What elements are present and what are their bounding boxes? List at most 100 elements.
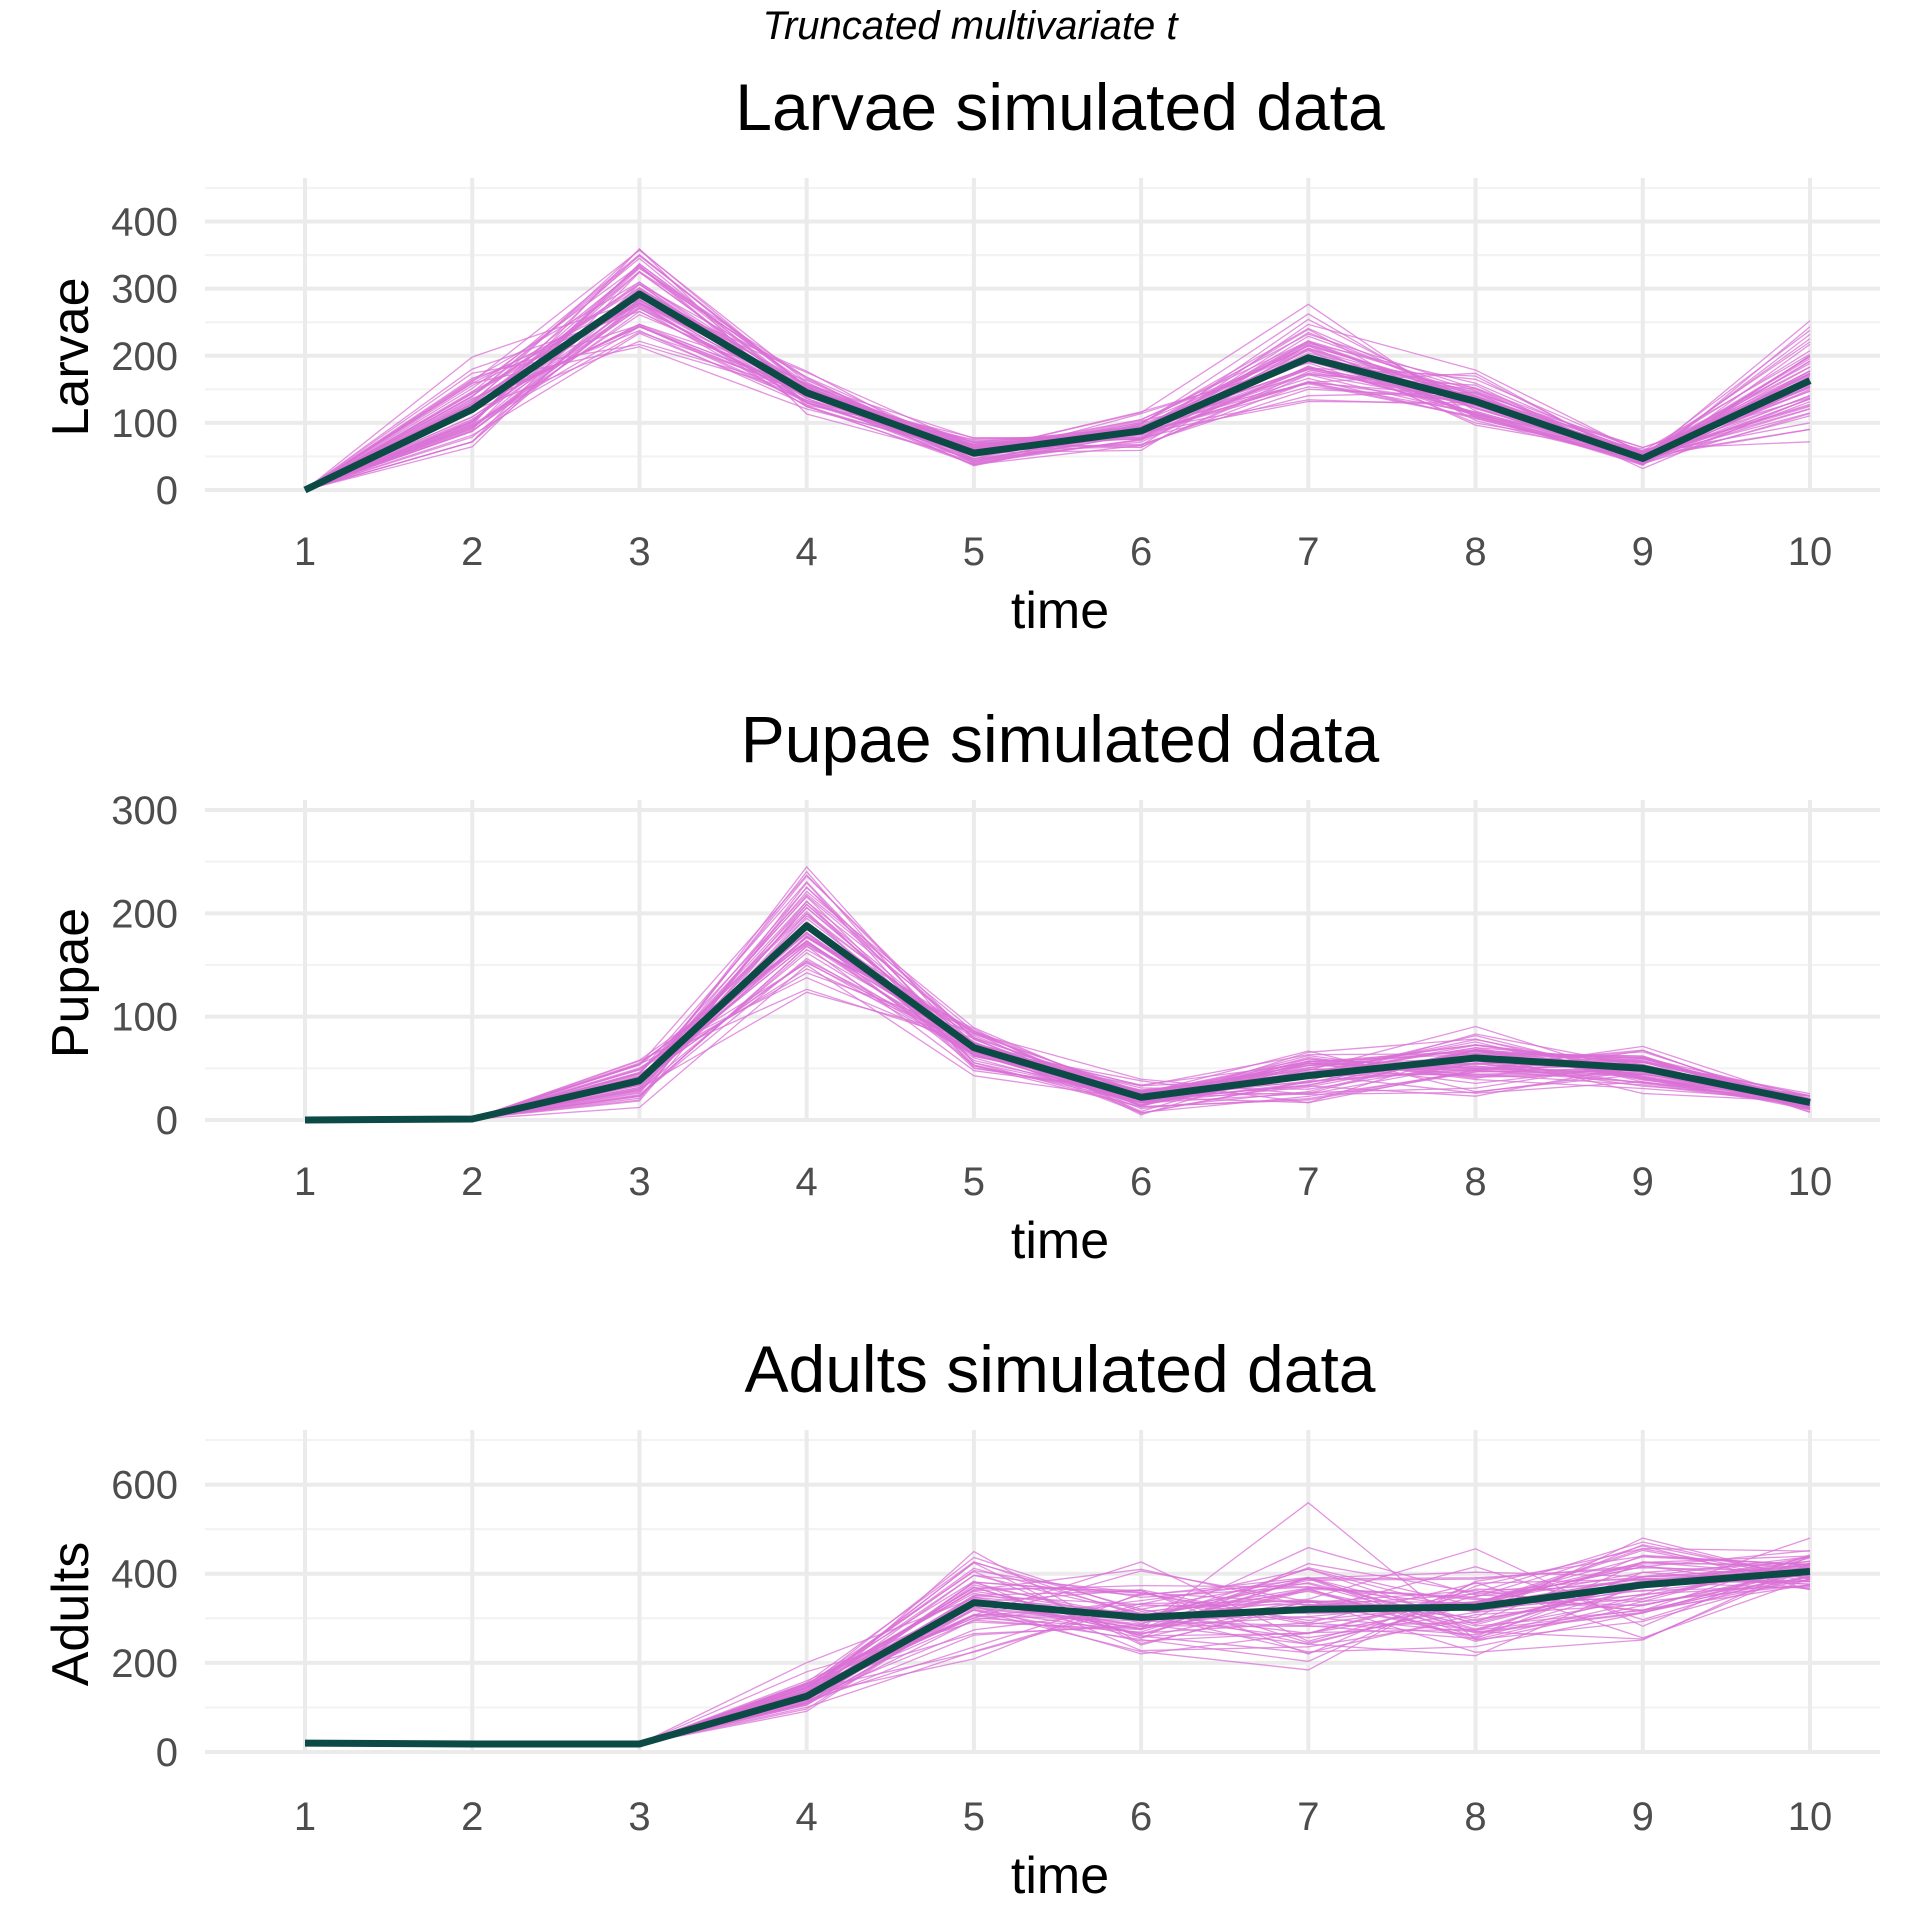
- y-tick-label: 400: [111, 201, 178, 245]
- y-tick-label: 100: [111, 996, 178, 1040]
- panel-title: Adults simulated data: [744, 1332, 1375, 1406]
- simulated-line: [304, 926, 1811, 1121]
- mean-line: [304, 1568, 1811, 1748]
- x-tick-label: 4: [796, 1795, 818, 1839]
- simulated-line: [304, 931, 1811, 1121]
- simulated-line: [304, 297, 1811, 491]
- simulated-line: [304, 940, 1811, 1121]
- x-tick-label: 7: [1297, 1160, 1319, 1204]
- x-tick-label: 2: [461, 530, 483, 574]
- simulated-line: [304, 933, 1811, 1121]
- simulated-line: [304, 942, 1811, 1121]
- panel-adults: 0 200 400 600 1 2 3 4 5 6 7 8 9 10 Adults simulated da…: [42, 1332, 1880, 1905]
- simulated-line: [304, 962, 1811, 1121]
- x-tick-label: 6: [1130, 1160, 1152, 1204]
- x-tick-label: 2: [461, 1795, 483, 1839]
- y-axis-label: Larvae: [42, 278, 100, 437]
- x-tick-label: 10: [1788, 1160, 1833, 1204]
- x-tick-label: 3: [628, 530, 650, 574]
- y-tick-label: 0: [156, 1099, 178, 1143]
- simulated-line: [304, 301, 1811, 491]
- x-tick-label: 8: [1464, 1160, 1486, 1204]
- simulated-line: [304, 301, 1811, 491]
- x-tick-label: 4: [796, 530, 818, 574]
- simulated-line: [304, 306, 1811, 491]
- simulated-line: [304, 928, 1811, 1121]
- simulated-line: [304, 303, 1811, 491]
- x-tick-label: 4: [796, 1160, 818, 1204]
- x-tick-label: 8: [1464, 530, 1486, 574]
- x-tick-label: 9: [1632, 1795, 1654, 1839]
- simulated-line: [304, 910, 1811, 1121]
- simulated-line: [304, 310, 1811, 491]
- x-tick-label: 5: [963, 530, 985, 574]
- simulated-lines: [304, 865, 1811, 1121]
- simulated-line: [304, 932, 1811, 1121]
- panel-larvae: 0 100 200 300 400 1 2 3 4 5 6 7 8 9 10 Larvae simulated…: [42, 70, 1880, 640]
- simulated-line: [304, 917, 1811, 1121]
- simulated-line: [304, 900, 1811, 1121]
- y-tick-label: 0: [156, 469, 178, 513]
- y-tick-label: 300: [111, 789, 178, 833]
- x-tick-label: 5: [963, 1795, 985, 1839]
- x-tick-label: 5: [963, 1160, 985, 1204]
- x-tick-label: 3: [628, 1160, 650, 1204]
- simulated-line: [304, 920, 1811, 1121]
- x-tick-label: 7: [1297, 530, 1319, 574]
- mean-line: [304, 922, 1811, 1124]
- x-tick-label: 7: [1297, 1795, 1319, 1839]
- x-tick-label: 10: [1788, 1795, 1833, 1839]
- mean-line: [303, 290, 1812, 494]
- simulated-line: [304, 325, 1811, 491]
- simulated-line: [304, 310, 1811, 491]
- simulated-line: [304, 961, 1811, 1121]
- simulated-line: [304, 912, 1811, 1121]
- x-tick-label: 6: [1130, 1795, 1152, 1839]
- x-axis-label: time: [1011, 1212, 1109, 1270]
- x-axis-label: time: [1011, 582, 1109, 640]
- simulated-line: [304, 935, 1811, 1121]
- simulated-line: [304, 304, 1811, 491]
- simulated-line: [304, 943, 1811, 1121]
- simulated-line: [304, 299, 1811, 491]
- simulated-line: [304, 924, 1811, 1121]
- panel-title: Larvae simulated data: [735, 70, 1385, 144]
- y-tick-label: 200: [111, 335, 178, 379]
- x-tick-label: 3: [628, 1795, 650, 1839]
- y-axis-label: Adults: [42, 1542, 100, 1687]
- x-tick-label: 8: [1464, 1795, 1486, 1839]
- simulated-line: [304, 948, 1811, 1121]
- x-tick-label: 9: [1632, 1160, 1654, 1204]
- x-tick-label: 1: [294, 1160, 316, 1204]
- simulated-line: [304, 325, 1811, 491]
- simulated-line: [304, 326, 1811, 491]
- y-tick-label: 300: [111, 268, 178, 312]
- simulated-line: [304, 313, 1811, 491]
- simulated-line: [304, 925, 1811, 1121]
- simulated-line: [304, 928, 1811, 1121]
- simulated-line: [304, 924, 1811, 1121]
- panel-pupae: 0 100 200 300 1 2 3 4 5 6 7 8 9 10 Pupae simulated dat…: [42, 702, 1880, 1270]
- simulated-line: [304, 302, 1811, 491]
- simulated-line: [304, 331, 1811, 491]
- simulated-line: [304, 940, 1811, 1121]
- simulated-line: [304, 945, 1811, 1121]
- simulated-line: [304, 302, 1811, 491]
- simulated-line: [304, 302, 1811, 491]
- simulated-line: [304, 945, 1811, 1121]
- simulated-line: [304, 302, 1811, 491]
- x-tick-label: 10: [1788, 530, 1833, 574]
- x-tick-label: 2: [461, 1160, 483, 1204]
- y-axis-label: Pupae: [42, 908, 100, 1058]
- x-tick-label: 1: [294, 1795, 316, 1839]
- simulated-line: [304, 299, 1811, 491]
- y-tick-label: 400: [111, 1553, 178, 1597]
- simulated-line: [304, 964, 1811, 1121]
- y-tick-label: 100: [111, 402, 178, 446]
- simulated-line: [304, 326, 1811, 491]
- simulated-line: [304, 957, 1811, 1121]
- panel-title: Pupae simulated data: [741, 702, 1380, 776]
- simulated-line: [304, 931, 1811, 1121]
- x-tick-label: 6: [1130, 530, 1152, 574]
